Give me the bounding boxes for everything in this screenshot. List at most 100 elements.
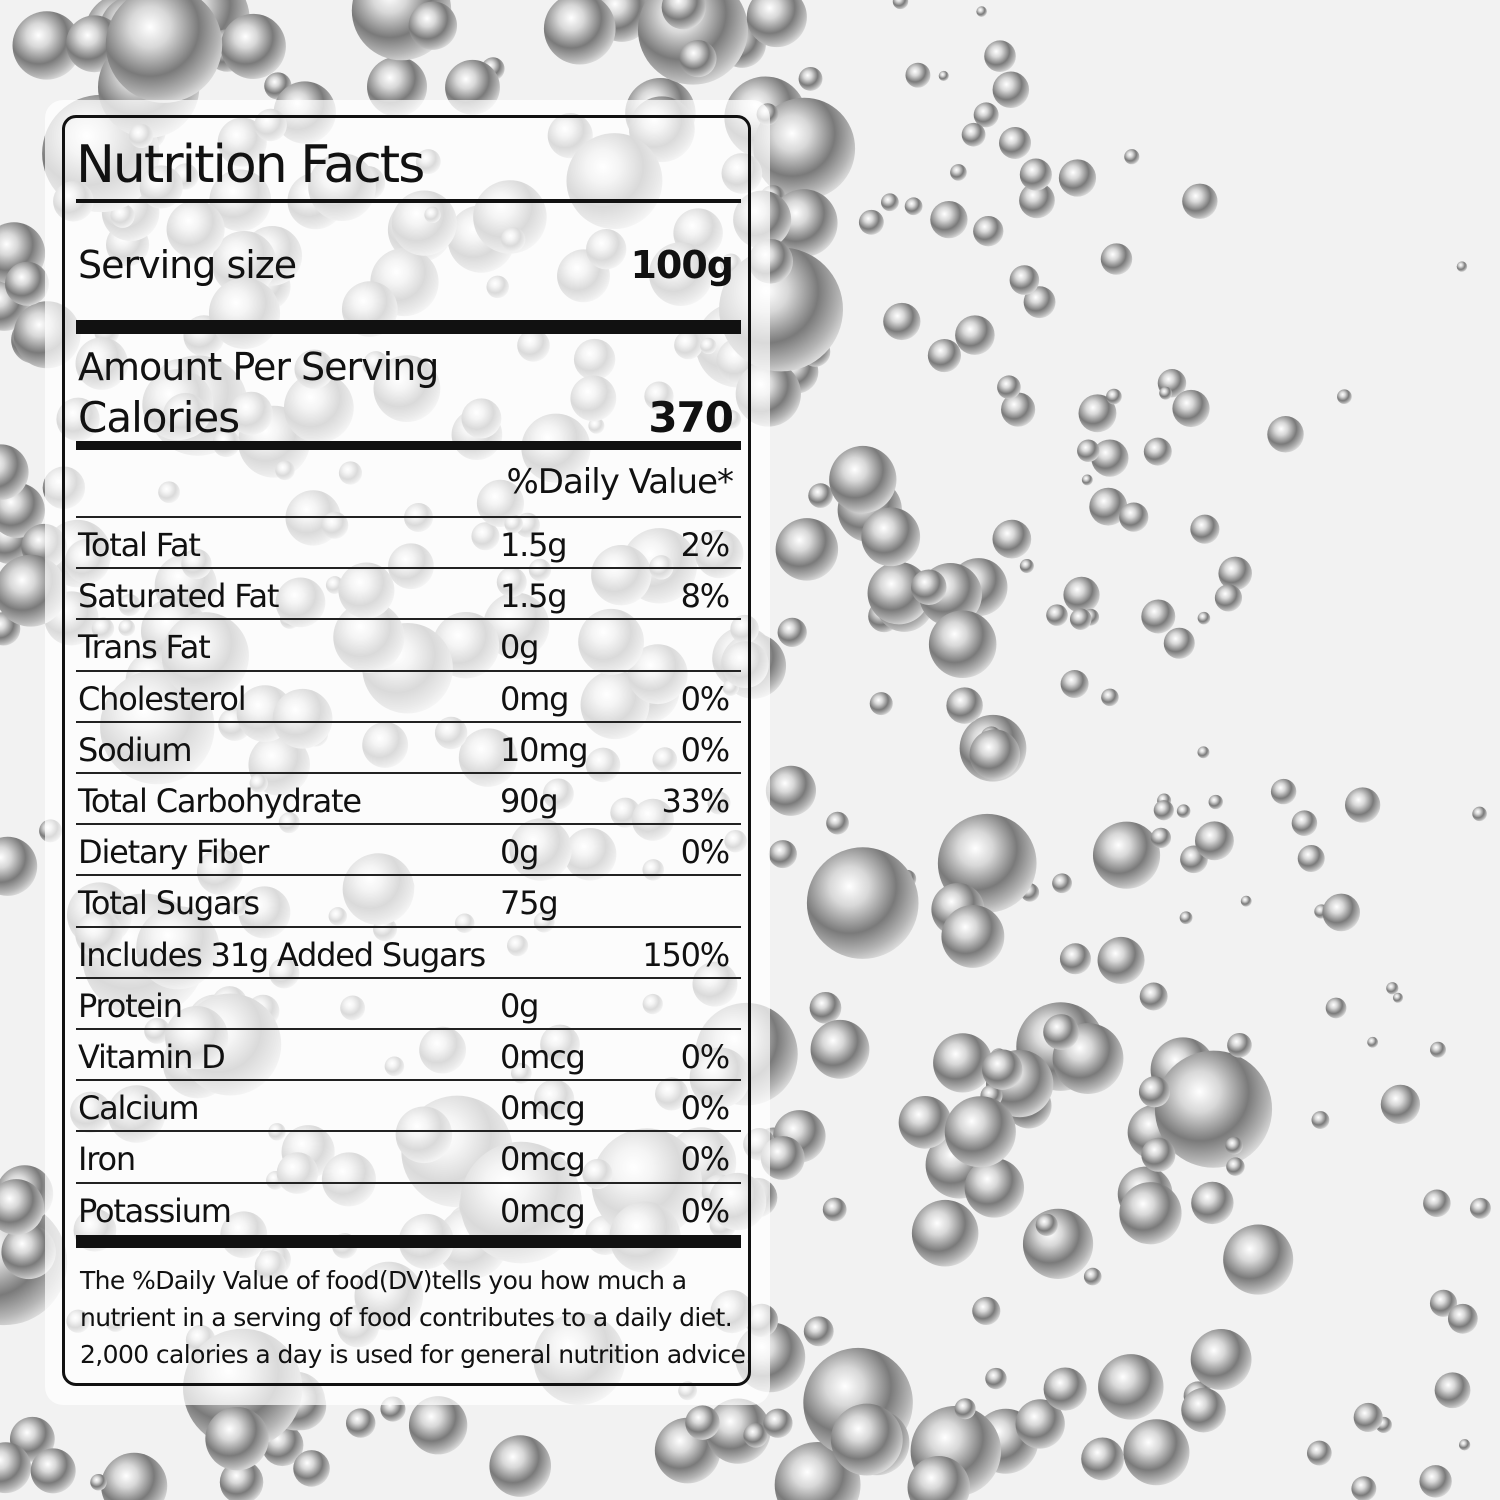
sprinkle-ball <box>220 13 286 79</box>
nutrient-name: Total Sugars <box>78 884 260 923</box>
nutrient-daily-value: 0% <box>680 679 731 718</box>
sprinkle-ball <box>205 1406 269 1471</box>
sprinkle-ball <box>946 687 983 724</box>
sprinkle-ball <box>1469 1197 1491 1219</box>
nutrient-daily-value: 0% <box>680 730 731 769</box>
sprinkle-ball <box>1181 1387 1226 1433</box>
sprinkle-ball <box>1190 1329 1252 1390</box>
nutrient-row: Saturated Fat 1.5g 8% <box>76 567 741 618</box>
sprinkle-ball <box>1019 559 1034 574</box>
sprinkle-ball <box>1023 286 1056 319</box>
footnote: The %Daily Value of food(DV)tells you ho… <box>80 1262 753 1373</box>
nutrient-daily-value: 8% <box>680 577 731 616</box>
sprinkle-ball <box>1353 1402 1383 1432</box>
sprinkle-ball <box>941 905 1005 968</box>
nutrient-daily-value: 0% <box>680 1140 731 1179</box>
sprinkle-ball <box>1035 1213 1058 1236</box>
divider <box>76 199 741 203</box>
nutrient-row: Dietary Fiber 0g 0% <box>76 823 741 874</box>
sprinkle-ball <box>826 811 849 835</box>
calories-value: 370 <box>648 393 734 442</box>
sprinkle-ball <box>1015 1399 1065 1449</box>
nutrient-row: Potassium 0mcg 0% <box>76 1181 741 1233</box>
sprinkle-ball <box>1197 746 1210 759</box>
thick-divider <box>76 441 741 450</box>
sprinkle-ball <box>4 261 49 306</box>
sprinkle-ball <box>999 126 1032 159</box>
sprinkle-ball <box>1386 982 1399 995</box>
sprinkle-ball <box>1159 386 1173 400</box>
sprinkle-ball <box>543 0 616 65</box>
nutrient-name: Total Fat <box>78 526 201 564</box>
nutrient-amount: 75g <box>500 884 559 923</box>
amount-per-serving: Amount Per Serving <box>78 345 439 389</box>
sprinkle-ball <box>808 483 833 508</box>
calories-label: Calories <box>78 393 240 442</box>
sprinkle-ball <box>1119 1182 1182 1245</box>
footnote-line: nutrient in a serving of food contribute… <box>80 1303 733 1332</box>
sprinkle-ball <box>1123 1419 1190 1486</box>
sprinkle-ball <box>1091 439 1129 477</box>
sprinkle-ball <box>944 1096 1016 1168</box>
sprinkle-ball <box>346 1408 376 1438</box>
sprinkle-ball <box>1423 1189 1451 1218</box>
nutrient-name: Total Carbohydrate <box>78 782 362 820</box>
sprinkle-ball <box>1058 159 1097 197</box>
sprinkle-ball <box>1106 388 1122 405</box>
sprinkle-ball <box>1043 1367 1087 1411</box>
serving-size-label: Serving size <box>78 243 297 287</box>
nutrient-name: Sodium <box>78 730 193 769</box>
nutrient-amount: 0mcg <box>500 1089 586 1128</box>
sprinkle-ball <box>1019 182 1055 219</box>
sprinkle-ball <box>1430 1041 1446 1058</box>
sprinkle-ball <box>1119 502 1149 532</box>
nutrient-row: Total Carbohydrate 90g 33% <box>76 772 741 823</box>
sprinkle-ball <box>1195 821 1234 861</box>
sprinkle-ball <box>1163 627 1195 659</box>
sprinkle-ball <box>927 338 962 373</box>
sprinkle-ball <box>1172 389 1210 428</box>
sprinkle-ball <box>798 66 823 91</box>
nutrition-facts-label <box>62 115 751 1386</box>
sprinkle-ball <box>1141 599 1176 634</box>
sprinkle-ball <box>1297 845 1325 873</box>
sprinkle-ball <box>1098 1354 1164 1420</box>
sprinkle-ball <box>1179 911 1193 925</box>
sprinkle-ball <box>753 97 856 200</box>
sprinkle-ball <box>1429 1289 1458 1317</box>
sprinkle-ball <box>1 1224 56 1280</box>
sprinkle-ball <box>861 507 921 567</box>
sprinkle-ball <box>930 200 968 239</box>
nutrient-daily-value: 0% <box>680 1191 731 1230</box>
sprinkle-ball <box>1472 806 1487 822</box>
sprinkle-ball <box>858 209 884 235</box>
sprinkle-ball <box>1291 810 1318 836</box>
sprinkle-ball <box>1337 389 1352 405</box>
sprinkle-ball <box>685 1405 720 1440</box>
sprinkle-ball <box>1456 261 1468 272</box>
sprinkle-ball <box>408 1 458 50</box>
nutrient-name: Includes 31g Added Sugars <box>78 935 486 974</box>
sprinkle-ball <box>806 847 919 959</box>
nutrient-name: Saturated Fat <box>78 577 279 616</box>
sprinkle-ball <box>1176 804 1191 818</box>
sprinkle-ball <box>911 569 947 605</box>
sprinkle-ball <box>1150 827 1172 848</box>
sprinkle-ball <box>0 444 29 500</box>
nutrient-amount: 0mcg <box>500 1191 586 1230</box>
sprinkle-ball <box>489 1435 552 1497</box>
sprinkle-ball <box>803 1316 834 1347</box>
sprinkle-ball <box>1083 1267 1102 1286</box>
sprinkle-ball <box>1367 1036 1379 1048</box>
sprinkle-ball <box>1419 1465 1452 1498</box>
sprinkle-ball <box>12 11 81 80</box>
sprinkle-ball <box>1306 1440 1332 1466</box>
sprinkle-ball <box>1434 1372 1471 1409</box>
sprinkle-ball <box>1182 183 1218 219</box>
nutrient-row: Vitamin D 0mcg 0% <box>76 1028 741 1079</box>
sprinkle-ball <box>0 1179 45 1235</box>
nutrient-amount: 1.5g <box>500 577 568 616</box>
nutrient-name: Dietary Fiber <box>78 833 269 872</box>
nutrient-daily-value: 2% <box>680 526 731 564</box>
sprinkle-ball <box>1001 392 1036 427</box>
